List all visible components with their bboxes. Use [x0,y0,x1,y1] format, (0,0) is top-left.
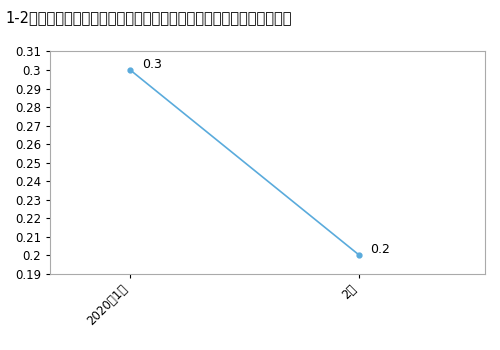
Text: 0.3: 0.3 [142,58,162,71]
Text: 0.2: 0.2 [370,243,390,256]
Text: 1-2月泵、阀门、压缩机及类似机械制造工业生产者出厂价格指数同比涨: 1-2月泵、阀门、压缩机及类似机械制造工业生产者出厂价格指数同比涨 [5,10,292,26]
